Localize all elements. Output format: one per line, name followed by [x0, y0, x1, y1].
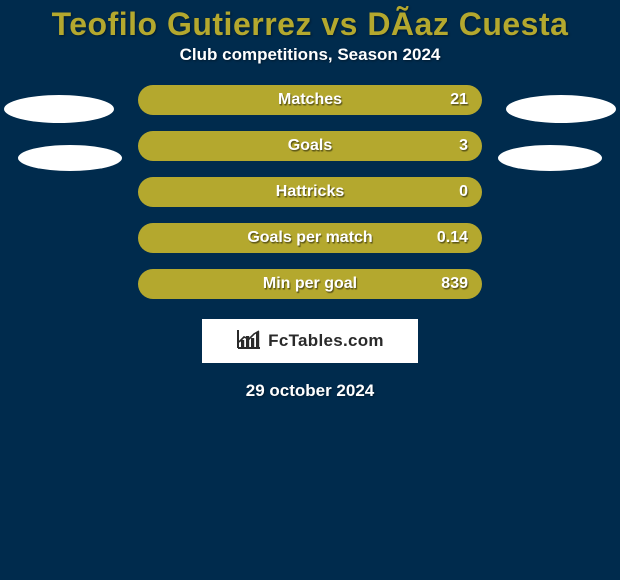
stat-bar: Goals 3 [138, 131, 482, 161]
stat-value: 3 [459, 137, 468, 155]
stat-bar: Goals per match 0.14 [138, 223, 482, 253]
barchart-icon [236, 328, 262, 355]
logo-box: FcTables.com [202, 319, 418, 363]
stat-bar: Min per goal 839 [138, 269, 482, 299]
stat-label: Matches [278, 91, 342, 109]
date-line: 29 october 2024 [0, 381, 620, 401]
page-title: Teofilo Gutierrez vs DÃ­az Cuesta [0, 0, 620, 45]
stat-label: Goals per match [247, 229, 372, 247]
stat-bars: Matches 21 Goals 3 Hattricks 0 Goals per… [138, 85, 482, 299]
stat-value: 0 [459, 183, 468, 201]
comparison-infographic: Teofilo Gutierrez vs DÃ­az Cuesta Club c… [0, 0, 620, 580]
page-subtitle: Club competitions, Season 2024 [0, 45, 620, 85]
stat-bar: Matches 21 [138, 85, 482, 115]
stat-label: Min per goal [263, 275, 357, 293]
right-ellipse-1 [498, 145, 602, 171]
stat-value: 839 [441, 275, 468, 293]
stat-label: Goals [288, 137, 332, 155]
stat-bar: Hattricks 0 [138, 177, 482, 207]
logo-text: FcTables.com [268, 331, 384, 351]
right-ellipse-0 [506, 95, 616, 123]
left-ellipse-0 [4, 95, 114, 123]
stat-value: 0.14 [437, 229, 468, 247]
stat-value: 21 [450, 91, 468, 109]
stats-area: Matches 21 Goals 3 Hattricks 0 Goals per… [0, 85, 620, 299]
stat-label: Hattricks [276, 183, 344, 201]
left-ellipse-1 [18, 145, 122, 171]
